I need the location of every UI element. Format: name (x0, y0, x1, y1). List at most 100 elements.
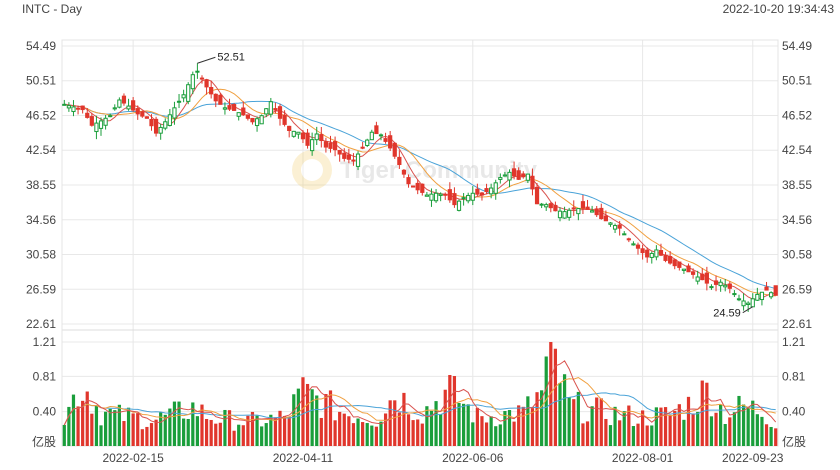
candle-body (291, 130, 296, 137)
volume-bar (342, 413, 346, 446)
candle-body (562, 211, 567, 219)
candle-body (516, 170, 521, 180)
volume-bar (535, 392, 539, 446)
candle-body (300, 132, 306, 140)
candle-body (548, 203, 553, 209)
candle-body (511, 168, 517, 177)
candle-body (250, 117, 255, 123)
candle-body (654, 249, 659, 258)
candle (631, 241, 636, 246)
candle (424, 191, 429, 197)
candle (355, 151, 361, 171)
watermark-logo-inner (301, 159, 323, 181)
candle (420, 183, 425, 196)
watermark: Tiger Community (292, 150, 538, 190)
candle (562, 206, 567, 219)
candle (98, 117, 104, 136)
candle (466, 192, 471, 204)
date-tick-label: 2022-09-23 (722, 451, 784, 465)
volume-bar (737, 395, 741, 446)
candle (360, 142, 365, 150)
price-tick-label-left: 26.59 (26, 282, 56, 296)
candle (117, 97, 122, 109)
candle (397, 150, 402, 169)
volume-bar (659, 407, 663, 446)
volume-bar (324, 394, 328, 446)
watermark-text: Tiger Community (340, 157, 538, 184)
date-tick-label: 2022-04-11 (273, 451, 334, 465)
candle (507, 169, 512, 188)
candle (250, 117, 255, 125)
candle (516, 167, 521, 181)
price-tick-label-left: 30.58 (26, 248, 56, 262)
volume-bar (567, 397, 571, 446)
volume-bar (439, 414, 443, 446)
volume-bar (232, 430, 236, 446)
candle-body (365, 139, 370, 146)
volume-bar (71, 394, 76, 446)
candle-body (264, 108, 269, 115)
volume-bar (351, 423, 356, 446)
volume-ma20-line (63, 392, 776, 426)
candle (548, 201, 553, 213)
candle (415, 179, 420, 195)
candle-body (544, 204, 549, 208)
candle (351, 153, 356, 166)
volume-tick-label-right: 0.81 (782, 369, 806, 383)
volume-bar (370, 425, 374, 446)
price-tick-label-right: 38.55 (782, 178, 812, 192)
moving-averages (64, 78, 776, 300)
volume-bar (572, 399, 576, 446)
candle-body (204, 79, 209, 88)
candle-body (590, 210, 595, 213)
candle-body (369, 131, 374, 141)
volume-bar (246, 415, 250, 446)
candle-body (337, 150, 342, 155)
volume-tick-label-left: 1.21 (33, 335, 57, 349)
volume-bar (62, 424, 66, 446)
candle-body (314, 133, 319, 141)
candle (594, 205, 599, 217)
candle-body (626, 238, 631, 241)
date-tick-label: 2022-06-06 (442, 451, 504, 465)
candle (700, 268, 705, 281)
volume-tick-label-left: 0.81 (33, 369, 57, 383)
candle-body (736, 298, 742, 301)
volume-bar (700, 380, 704, 446)
candle-body (681, 268, 687, 271)
candle-body (222, 107, 228, 110)
candle-body (534, 186, 540, 205)
candle (144, 116, 150, 119)
candle-body (420, 183, 425, 193)
volume-bar (425, 406, 429, 446)
candle (470, 186, 475, 206)
candle-body (75, 107, 81, 110)
candle-body (521, 173, 526, 178)
candle-body (663, 254, 668, 261)
candle (741, 293, 746, 311)
volume-bar (714, 412, 718, 446)
candle (310, 132, 315, 156)
volume-bar (544, 356, 548, 446)
volume-bar (310, 389, 314, 446)
candle-body (282, 114, 287, 125)
candle (241, 101, 246, 116)
candle-body (181, 94, 186, 99)
candle (108, 113, 113, 118)
candle-body (415, 182, 420, 191)
candle (365, 138, 370, 148)
candle-body (475, 188, 480, 195)
candle (530, 168, 535, 196)
candle (521, 171, 526, 179)
candle (585, 199, 590, 210)
ma10-line (64, 88, 776, 297)
candle (635, 242, 641, 255)
candle (750, 293, 755, 308)
candle-body (158, 126, 163, 134)
candle (640, 244, 645, 260)
candle-body (167, 114, 172, 126)
watermark-logo (292, 150, 332, 190)
candle (456, 199, 462, 212)
